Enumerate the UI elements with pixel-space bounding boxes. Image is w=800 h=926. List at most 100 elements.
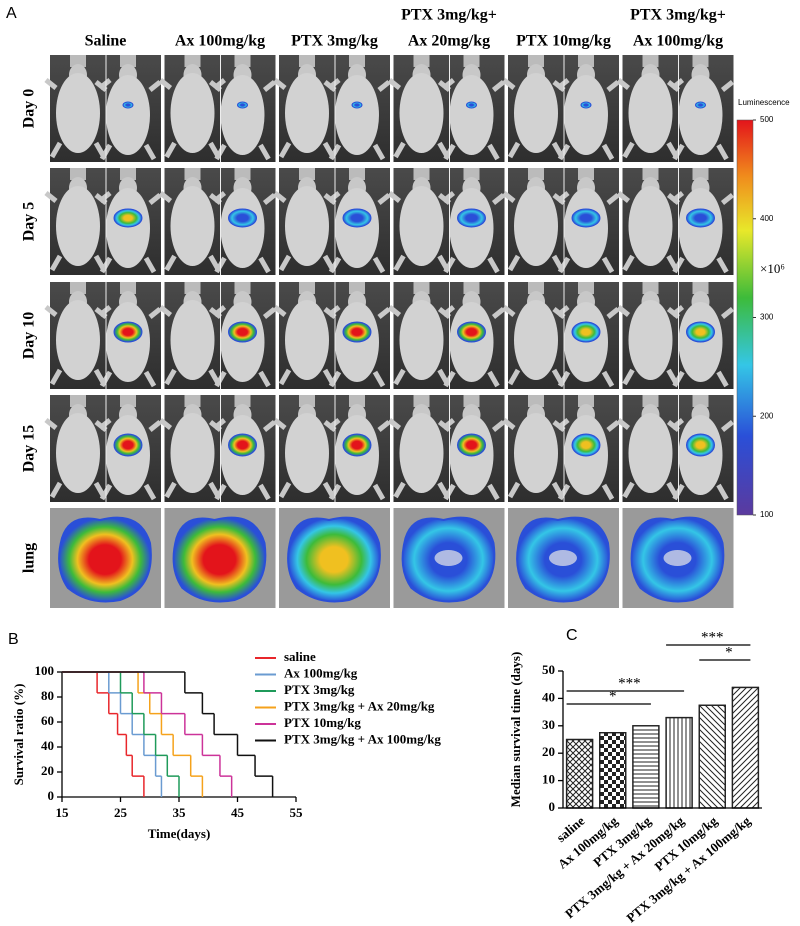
row-label: Day 15 [21,425,38,473]
image-cell [502,282,620,389]
signal [228,433,257,457]
mouse-legs [273,418,341,499]
y-tick-label: 60 [41,713,54,728]
holder [70,55,86,67]
mouse-legs [666,420,735,501]
mouse-body [564,75,608,155]
mouse-body [678,75,723,155]
holder [642,395,659,407]
legend-label: Ax 100mg/kg [284,665,358,680]
mouse-legs [616,418,685,499]
signal [571,208,601,228]
mouse-body [285,413,329,493]
signal [695,101,706,109]
signal [113,433,143,457]
mouse-legs [158,305,227,386]
mouse-body [399,186,444,266]
signal [228,321,257,343]
mouse-legs [616,191,685,272]
mouse-body [285,300,329,380]
mouse-body [514,73,558,153]
holder [413,395,430,407]
holder [413,168,430,180]
holder [184,282,201,294]
mouse-legs [208,193,277,274]
holder [692,282,709,294]
mouse-legs [552,193,620,274]
bar-pattern [632,725,660,809]
lung-spot [663,550,692,566]
column-header: Saline [85,33,127,50]
mouse-body [285,186,329,266]
image-cell [502,55,620,162]
mouse-legs [44,305,112,386]
mouse-body [220,188,265,268]
x-tick-label: 25 [114,805,128,820]
colorbar-tick-label: 200 [760,411,774,420]
mouse-body [514,300,558,380]
mouse-body [56,300,100,380]
mouse-legs [44,78,112,159]
mouse-legs [437,193,506,274]
image-cell [502,395,620,502]
mouse-body [628,73,673,153]
y-tick-label: 30 [542,717,555,732]
column-header: Ax 20mg/kg [408,33,490,50]
mouse-legs [666,80,735,161]
mouse-legs [387,418,456,499]
signal [342,208,372,228]
column-header: PTX 3mg/kg+ [401,7,497,24]
mouse-body [56,73,100,153]
mouse-body [628,186,673,266]
y-tick-label: 40 [542,689,555,704]
y-tick-label: 80 [41,688,54,703]
holder [642,55,659,67]
x-tick-label: 55 [290,805,304,820]
mouse-legs [437,80,506,161]
mouse-body [56,186,100,266]
mouse-body [449,75,494,155]
column-header: PTX 10mg/kg [516,33,611,50]
mouse-legs [44,418,112,499]
colorbar-tick-label: 300 [760,313,774,322]
lung-spot [434,550,463,566]
colorbar-tick-label: 100 [760,510,774,519]
signal [686,208,715,228]
y-tick-label: 10 [542,772,555,787]
image-cell [508,508,619,608]
holder [349,395,365,407]
holder [692,55,709,67]
image-cell [387,282,506,389]
signal [580,101,592,109]
image-cell [616,168,735,275]
holder [120,395,136,407]
column-header: PTX 3mg/kg [291,33,378,50]
mouse-legs [273,305,341,386]
mouse-legs [323,420,391,501]
mouse-legs [387,305,456,386]
mouse-legs [502,78,570,159]
holder [692,168,709,180]
image-cell [44,282,162,389]
column-header: Ax 100mg/kg [175,33,265,50]
holder [120,168,136,180]
panel-label: B [8,631,19,648]
image-cell [279,508,390,608]
y-axis-title: Survival ratio (%) [11,684,26,786]
panel-label: C [566,627,578,644]
bar-pattern [665,716,693,809]
signal [342,321,372,343]
image-cell [616,282,735,389]
mouse-body [399,413,444,493]
image-cell [164,508,276,608]
mouse-legs [666,307,735,388]
holder [184,55,201,67]
mouse-body [449,188,494,268]
holder [120,55,136,67]
signal [457,208,486,228]
panel-label: A [6,5,17,22]
lung-spot [549,550,577,566]
mouse-body [170,300,215,380]
y-tick-label: 100 [35,663,55,678]
holder [349,55,365,67]
